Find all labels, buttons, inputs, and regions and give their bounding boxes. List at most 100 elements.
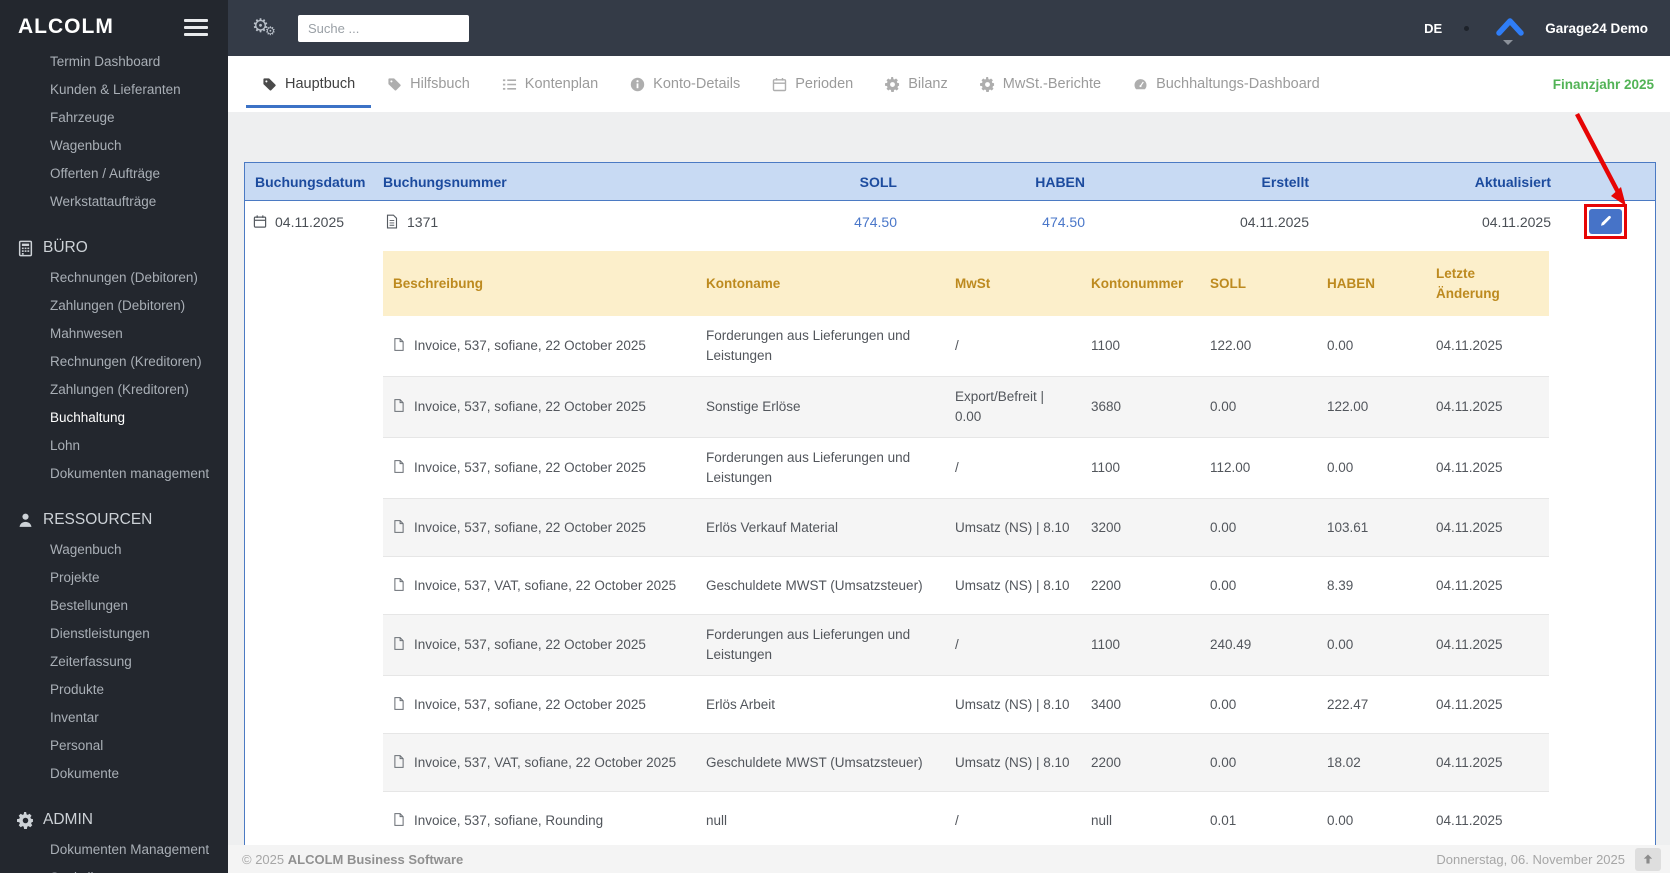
document-icon [385, 214, 399, 229]
detail-description: Invoice, 537, sofiane, 22 October 2025 [414, 519, 646, 535]
sidebar-top-items: Termin Dashboard Kunden & Lieferanten Fahr… [0, 48, 228, 216]
entry-actions-cell [1553, 204, 1657, 239]
detail-col-header-soll: SOLL [1200, 251, 1317, 316]
sidebar-item-kunden-lieferanten[interactable]: Kunden & Lieferanten [50, 82, 181, 97]
sidebar-item-dokumenten-management[interactable]: Dokumenten Management [50, 842, 210, 857]
detail-account-number: 1100 [1091, 338, 1121, 353]
ledger-table: Buchungsdatum Buchungsnummer SOLL HABEN … [244, 162, 1656, 845]
detail-debit: 112.00 [1200, 437, 1317, 499]
detail-account-name: Sonstige Erlöse [696, 376, 945, 438]
detail-last-change: 04.11.2025 [1426, 675, 1549, 734]
calculator-icon [17, 240, 34, 257]
entry-credit-link[interactable]: 474.50 [1042, 213, 1085, 230]
ledger-entry-row[interactable]: 04.11.2025 1371 474.50 474.50 04.11.2025… [245, 201, 1655, 242]
detail-row: Invoice, 537, sofiane, 22 October 2025 Fo… [383, 614, 1549, 676]
detail-vat: Umsatz (NS) | 8.10 [945, 675, 1081, 734]
sidebar-item-inventar[interactable]: Inventar [50, 710, 99, 725]
list-icon [502, 77, 517, 92]
detail-account-number: 1100 [1081, 437, 1200, 499]
language-selector[interactable]: DE [1424, 20, 1443, 36]
sidebar-item-dienstleistungen[interactable]: Dienstleistungen [50, 626, 150, 641]
detail-debit: 122.00 [1210, 338, 1252, 353]
pencil-icon [1598, 214, 1613, 229]
tab-label: Konto-Details [653, 76, 741, 92]
sidebar-item-zeiterfassung[interactable]: Zeiterfassung [50, 654, 132, 669]
tab-mwst-berichte[interactable]: MwSt.-Berichte [964, 56, 1117, 112]
sidebar-item-lohn[interactable]: Lohn [50, 438, 81, 453]
dashboard-icon [1133, 77, 1148, 92]
tab-hauptbuch[interactable]: Hauptbuch [246, 56, 372, 112]
sidebar-section-ressourcen[interactable]: RESSOURCEN [0, 504, 228, 536]
detail-account-name: Forderungen aus Lieferungen und Leistung… [706, 328, 911, 363]
file-icon [393, 398, 405, 413]
sidebar-item-dokumente[interactable]: Dokumente [50, 766, 120, 781]
sidebar-item-zahlungen-debitoren[interactable]: Zahlungen (Debitoren) [50, 298, 186, 313]
footer: © 2025 ALCOLM Business Software Donnerst… [228, 845, 1670, 873]
scroll-to-top-button[interactable] [1635, 847, 1661, 871]
detail-account-name: Forderungen aus Lieferungen und Leistung… [696, 614, 945, 676]
tab-bilanz[interactable]: Bilanz [869, 56, 964, 112]
company-chevron-logo[interactable] [1495, 15, 1525, 45]
detail-description-cell: Invoice, 537, VAT, sofiane, 22 October 2… [383, 733, 696, 792]
tab-konto-details[interactable]: Konto-Details [614, 56, 756, 112]
detail-description-cell: Invoice, 537, sofiane, 22 October 2025 [383, 614, 696, 676]
sidebar-item-werkstattaufträge[interactable]: Werkstattaufträge [50, 194, 157, 209]
tab-hilfsbuch[interactable]: Hilfsbuch [371, 56, 486, 112]
sidebar-item-bestellungen[interactable]: Bestellungen [50, 598, 129, 613]
detail-account-name: null [696, 791, 945, 845]
file-icon [393, 519, 405, 534]
app-logo: ALCOLM [18, 15, 114, 38]
sidebar-item-wagenbuch[interactable]: Wagenbuch [50, 138, 122, 153]
detail-description: Invoice, 537, sofiane, 22 October 2025 [414, 399, 646, 414]
detail-description: Invoice, 537, sofiane, 22 October 2025 [414, 696, 646, 712]
detail-credit: 103.61 [1317, 498, 1426, 557]
sidebar-item-personal[interactable]: Personal [50, 738, 104, 753]
calendar-icon [772, 77, 787, 92]
detail-description-cell: Invoice, 537, sofiane, 22 October 2025 [383, 498, 696, 557]
footer-right: Donnerstag, 06. November 2025 [1436, 847, 1661, 871]
detail-account-number: 3400 [1081, 675, 1200, 734]
edit-entry-button[interactable] [1588, 209, 1622, 234]
sidebar-item-mahnwesen[interactable]: Mahnwesen [50, 326, 123, 341]
sidebar-item-buchhaltung[interactable]: Buchhaltung [50, 410, 126, 425]
sidebar-item-statistik[interactable]: Statistik [0, 864, 228, 873]
detail-description-cell: Invoice, 537, sofiane, 22 October 2025 [383, 675, 696, 734]
sidebar-item-fahrzeuge[interactable]: Fahrzeuge [50, 110, 115, 125]
entry-debit-link[interactable]: 474.50 [854, 213, 897, 230]
detail-description: Invoice, 537, sofiane, 22 October 2025 [414, 637, 646, 652]
detail-col-header-haben: HABEN [1317, 251, 1426, 316]
sidebar-item-produkte[interactable]: Produkte [50, 682, 105, 697]
settings-gears-icon[interactable]: ⚙ ⚙ [252, 16, 276, 38]
sidebar-sections: BÜRO Rechnungen (Debitoren) Zahlungen (Deb… [0, 232, 228, 873]
sidebar-item-wagenbuch[interactable]: Wagenbuch [50, 542, 122, 557]
detail-col-header-letzte-änderung: Letzte Änderung [1426, 251, 1549, 316]
detail-row: Invoice, 537, VAT, sofiane, 22 October 2… [383, 733, 1549, 792]
tab-buchhaltungs-dashboard[interactable]: Buchhaltungs-Dashboard [1117, 56, 1336, 112]
tab-kontenplan[interactable]: Kontenplan [486, 56, 614, 112]
detail-vat: / [945, 791, 1081, 845]
main-content: Buchungsdatum Buchungsnummer SOLL HABEN … [228, 112, 1670, 845]
sidebar-item-zahlungen-kreditoren[interactable]: Zahlungen (Kreditoren) [50, 382, 189, 397]
sidebar-item-offerten-aufträge[interactable]: Offerten / Aufträge [50, 166, 161, 181]
fiscal-year-label[interactable]: Finanzjahr 2025 [1552, 76, 1654, 92]
sidebar-item-termin-dashboard[interactable]: Termin Dashboard [50, 54, 161, 69]
sidebar-item-rechnungen-debitoren[interactable]: Rechnungen (Debitoren) [50, 270, 198, 285]
detail-account-number: 3680 [1081, 376, 1200, 438]
info-icon [630, 77, 645, 92]
detail-credit: 18.02 [1317, 733, 1426, 792]
sidebar-item-rechnungen-kreditoren[interactable]: Rechnungen (Kreditoren) [50, 354, 202, 369]
sidebar-item-projekte[interactable]: Projekte [50, 570, 100, 585]
tab-perioden[interactable]: Perioden [756, 56, 869, 112]
detail-last-change: 04.11.2025 [1426, 791, 1549, 845]
sidebar-section-admin[interactable]: ADMIN [0, 804, 228, 836]
sidebar-section-büro[interactable]: BÜRO [0, 232, 228, 264]
entry-detail-panel: Beschreibung Kontoname MwSt Kontonummer SOLL… [245, 242, 1655, 845]
search-input[interactable] [298, 14, 469, 42]
sidebar-item-dokumenten-management[interactable]: Dokumenten management [50, 466, 210, 481]
hamburger-menu-icon[interactable] [184, 15, 208, 40]
detail-description: Invoice, 537, sofiane, Rounding [414, 812, 604, 828]
col-header-aktualisiert: Aktualisiert [1474, 173, 1551, 190]
detail-credit: 122.00 [1317, 376, 1426, 438]
account-menu[interactable]: Garage24 Demo [1545, 20, 1648, 36]
